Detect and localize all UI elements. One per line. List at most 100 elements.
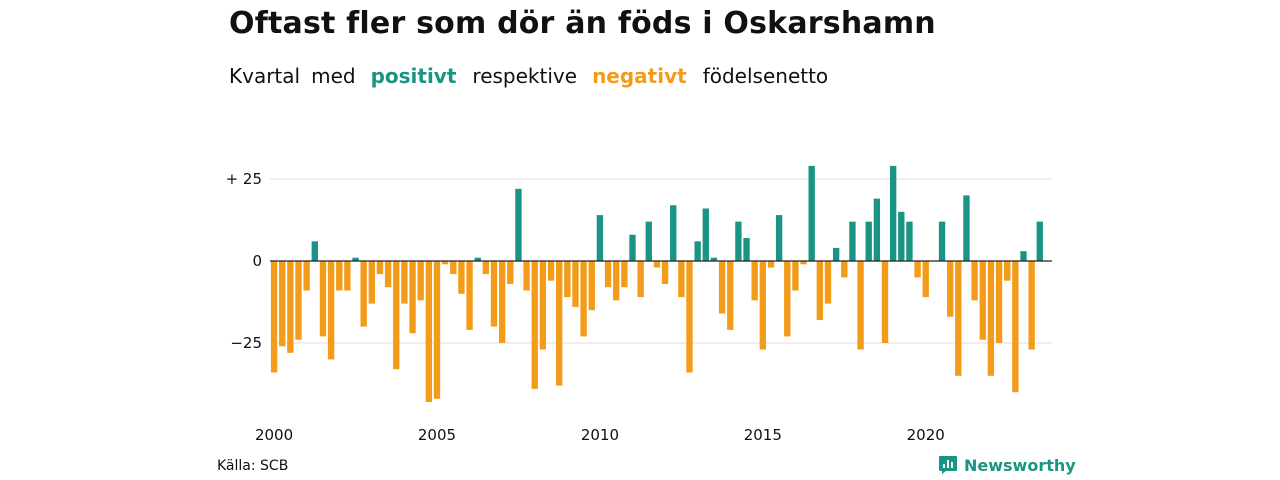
bar xyxy=(580,261,587,337)
y-tick-label: −25 xyxy=(230,334,262,352)
bar xyxy=(816,261,824,321)
source-note: Källa: SCB xyxy=(217,458,289,474)
brand-logo: Newsworthy xyxy=(938,455,1076,475)
bar xyxy=(1036,221,1043,261)
bar xyxy=(507,261,514,284)
bar xyxy=(751,261,758,301)
bar xyxy=(572,261,579,307)
bar xyxy=(327,261,335,360)
bar xyxy=(547,261,555,281)
bar xyxy=(523,261,530,291)
bar xyxy=(409,261,416,334)
bar xyxy=(881,261,889,343)
bar xyxy=(987,261,995,376)
bar xyxy=(898,211,905,261)
bar xyxy=(914,261,921,278)
subtitle-word: Kvartal xyxy=(229,64,301,88)
bar xyxy=(963,195,970,261)
bar xyxy=(401,261,408,304)
bar xyxy=(792,261,799,291)
bar xyxy=(311,241,318,261)
x-tick-label: 2020 xyxy=(907,426,945,444)
bar xyxy=(295,261,302,340)
bar xyxy=(441,261,449,265)
x-tick-label: 2005 xyxy=(418,426,456,444)
bar xyxy=(417,261,424,301)
bar xyxy=(955,261,962,376)
subtitle-negative-label: negativt xyxy=(592,64,687,88)
bar xyxy=(718,261,726,314)
bar xyxy=(368,261,375,304)
bar xyxy=(556,261,563,386)
bar xyxy=(735,221,742,261)
bar xyxy=(947,261,954,317)
bar xyxy=(482,261,490,275)
bar xyxy=(490,261,498,327)
bar xyxy=(759,261,766,350)
bar xyxy=(678,261,685,298)
bar xyxy=(849,221,856,261)
bar xyxy=(474,257,481,261)
bar xyxy=(596,215,604,261)
bar xyxy=(873,198,881,261)
bar xyxy=(670,205,677,261)
subtitle-word: med xyxy=(311,64,356,88)
subtitle-positive-label: positivt xyxy=(370,64,457,88)
bar xyxy=(743,238,750,261)
bar xyxy=(287,261,294,353)
bar xyxy=(539,261,547,350)
bar xyxy=(832,247,840,261)
bar xyxy=(922,261,929,298)
bar xyxy=(303,261,310,291)
bar xyxy=(865,221,872,261)
bar xyxy=(889,165,897,261)
bar xyxy=(515,188,522,261)
bar xyxy=(564,261,571,298)
bar xyxy=(613,261,620,301)
bar xyxy=(604,261,612,288)
bar xyxy=(995,261,1003,343)
bar xyxy=(1020,251,1027,261)
bar xyxy=(938,221,946,261)
bar xyxy=(694,241,701,261)
bar xyxy=(775,215,783,261)
bar xyxy=(784,261,791,337)
bar xyxy=(360,261,367,327)
x-tick-label: 2010 xyxy=(581,426,619,444)
bar xyxy=(629,234,636,261)
bar xyxy=(498,261,506,343)
subtitle-word: respektive xyxy=(472,64,578,88)
bar xyxy=(531,261,538,389)
bar xyxy=(1004,261,1011,281)
bar xyxy=(906,221,913,261)
bar xyxy=(727,261,734,330)
bar xyxy=(979,261,986,340)
y-tick-label: + 25 xyxy=(226,170,262,188)
bar xyxy=(767,261,775,268)
bar xyxy=(971,261,978,301)
bar xyxy=(645,221,652,261)
chart-title: Oftast fler som dör än föds i Oskarshamn xyxy=(229,6,936,41)
bar xyxy=(384,261,392,288)
x-tick-label: 2015 xyxy=(744,426,782,444)
brand-name: Newsworthy xyxy=(964,455,1076,475)
bar xyxy=(458,261,465,294)
bar xyxy=(808,165,815,261)
bar xyxy=(352,257,359,261)
bar xyxy=(841,261,848,278)
chart-subtitle: Kvartal med positivt respektive negativt föde… xyxy=(229,64,839,88)
bar xyxy=(450,261,457,275)
bar xyxy=(637,261,644,298)
bar xyxy=(466,261,473,330)
bar-chart-speech-bubble-icon xyxy=(939,456,957,474)
bar xyxy=(800,261,807,265)
bar xyxy=(661,261,669,284)
bar xyxy=(653,261,661,268)
bar xyxy=(270,261,278,373)
bar xyxy=(336,261,343,291)
bar xyxy=(824,261,832,304)
bar xyxy=(857,261,864,350)
bar xyxy=(433,261,441,399)
bar xyxy=(425,261,433,403)
